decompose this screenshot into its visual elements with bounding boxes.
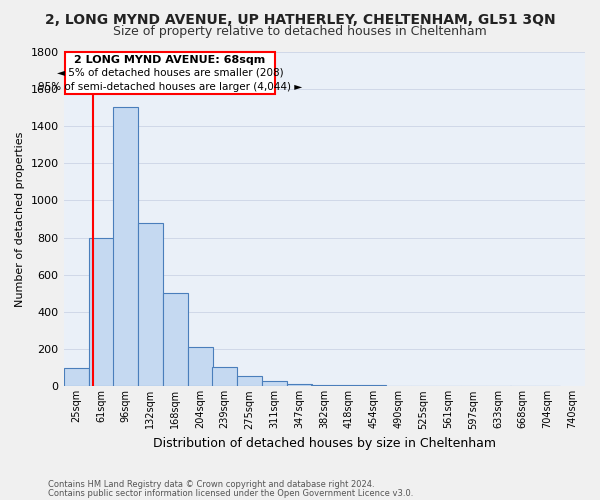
Text: Contains public sector information licensed under the Open Government Licence v3: Contains public sector information licen… (48, 490, 413, 498)
Bar (311, 384, 337, 386)
Bar (337, 385, 361, 386)
Bar (64, 368, 89, 386)
Bar (89, 238, 113, 386)
Y-axis label: Number of detached properties: Number of detached properties (15, 132, 25, 306)
Text: 2 LONG MYND AVENUE: 68sqm: 2 LONG MYND AVENUE: 68sqm (74, 55, 266, 65)
FancyBboxPatch shape (65, 52, 275, 94)
Bar (138, 222, 163, 386)
Bar (212, 367, 237, 386)
Text: ◄ 5% of detached houses are smaller (208): ◄ 5% of detached houses are smaller (208… (57, 68, 283, 78)
Text: 2, LONG MYND AVENUE, UP HATHERLEY, CHELTENHAM, GL51 3QN: 2, LONG MYND AVENUE, UP HATHERLEY, CHELT… (44, 12, 556, 26)
Bar (163, 294, 188, 386)
Bar (113, 108, 138, 386)
Text: 95% of semi-detached houses are larger (4,044) ►: 95% of semi-detached houses are larger (… (38, 82, 302, 92)
X-axis label: Distribution of detached houses by size in Cheltenham: Distribution of detached houses by size … (153, 437, 496, 450)
Bar (188, 348, 213, 387)
Bar (237, 376, 262, 386)
Text: Contains HM Land Registry data © Crown copyright and database right 2024.: Contains HM Land Registry data © Crown c… (48, 480, 374, 489)
Bar (287, 384, 312, 386)
Text: Size of property relative to detached houses in Cheltenham: Size of property relative to detached ho… (113, 25, 487, 38)
Bar (262, 381, 287, 386)
